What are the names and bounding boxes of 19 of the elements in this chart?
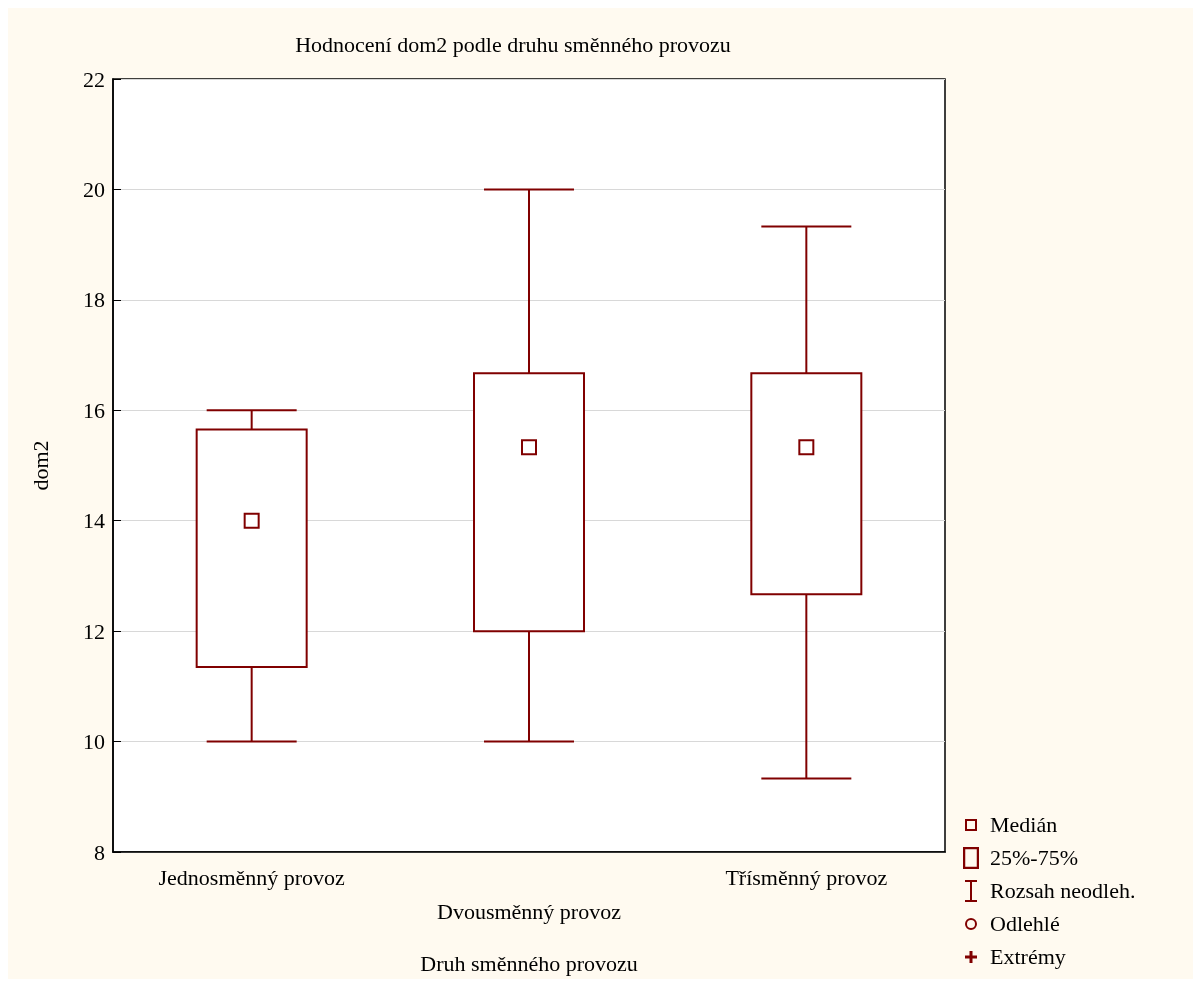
y-tick-label: 18 [83,287,105,313]
x-tick-label: Dvousměnný provoz [437,898,622,924]
y-tick-label: 10 [83,729,105,755]
y-tick-label: 12 [83,618,105,644]
y-tick-label: 14 [83,508,105,534]
x-axis-title: Druh směnného provozu [420,950,638,976]
text: 25%-75% [990,844,1078,871]
text: Medián [990,811,1058,838]
y-tick-label: 22 [83,66,105,92]
x-tick-label: Třísměnný provoz [725,864,888,890]
x-tick-label: Jednosměnný provoz [158,864,346,890]
text: Odlehlé [990,910,1060,937]
chart-title: Hodnocení dom2 podle druhu směnného provozu [295,31,731,57]
text: Extrémy [990,943,1066,970]
y-axis-title: dom2 [27,440,53,491]
y-tick-label: 16 [83,397,105,423]
y-tick-label: 20 [83,176,105,202]
y-tick-label: 8 [94,839,105,865]
text: Rozsah neodleh. [990,877,1136,904]
